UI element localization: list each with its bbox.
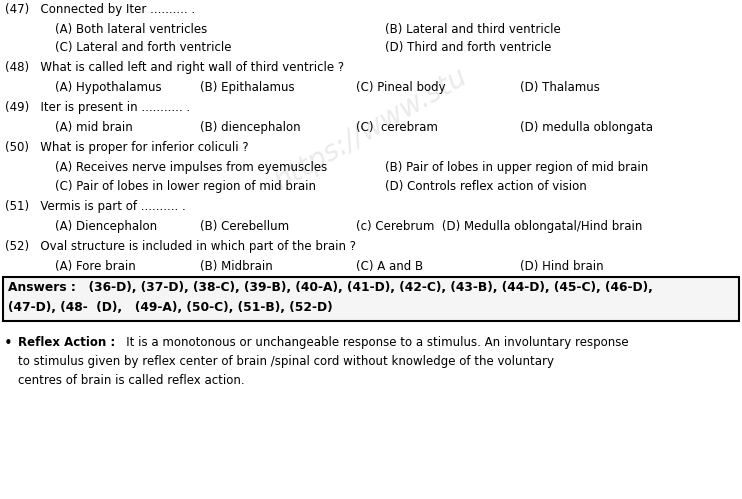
Text: (C) Lateral and forth ventricle: (C) Lateral and forth ventricle — [55, 41, 232, 54]
Text: (D) Hind brain: (D) Hind brain — [520, 260, 604, 273]
Text: (50)   What is proper for inferior coliculi ?: (50) What is proper for inferior colicul… — [5, 141, 249, 154]
Text: (48)   What is called left and right wall of third ventricle ?: (48) What is called left and right wall … — [5, 61, 344, 74]
Text: (C) Pair of lobes in lower region of mid brain: (C) Pair of lobes in lower region of mid… — [55, 180, 316, 193]
Text: It is a monotonous or unchangeable response to a stimulus. An involuntary respon: It is a monotonous or unchangeable respo… — [115, 336, 629, 349]
Text: centres of brain is called reflex action.: centres of brain is called reflex action… — [18, 374, 245, 387]
Text: to stimulus given by reflex center of brain /spinal cord without knowledge of th: to stimulus given by reflex center of br… — [18, 355, 554, 368]
Text: (B) Epithalamus: (B) Epithalamus — [200, 81, 295, 94]
Text: (A) Diencephalon: (A) Diencephalon — [55, 220, 157, 233]
Text: (A) Receives nerve impulses from eyemuscles: (A) Receives nerve impulses from eyemusc… — [55, 161, 327, 174]
Text: (C) Pineal body: (C) Pineal body — [356, 81, 446, 94]
Text: (47-D), (48-  (D),   (49-A), (50-C), (51-B), (52-D): (47-D), (48- (D), (49-A), (50-C), (51-B)… — [8, 301, 332, 314]
Text: (A) Both lateral ventricles: (A) Both lateral ventricles — [55, 23, 207, 36]
Text: (A) mid brain: (A) mid brain — [55, 121, 133, 134]
Text: https://www.stu: https://www.stu — [269, 62, 471, 196]
Text: (c) Cerebrum  (D) Medulla oblongatal/Hind brain: (c) Cerebrum (D) Medulla oblongatal/Hind… — [356, 220, 643, 233]
Text: (D) Thalamus: (D) Thalamus — [520, 81, 600, 94]
Text: Answers :   (36-D), (37-D), (38-C), (39-B), (40-A), (41-D), (42-C), (43-B), (44-: Answers : (36-D), (37-D), (38-C), (39-B)… — [8, 281, 653, 294]
Text: (C) A and B: (C) A and B — [356, 260, 423, 273]
Text: Reflex Action :: Reflex Action : — [18, 336, 115, 349]
Text: (B) Cerebellum: (B) Cerebellum — [200, 220, 289, 233]
Text: (D) Controls reflex action of vision: (D) Controls reflex action of vision — [385, 180, 587, 193]
Text: (D) medulla oblongata: (D) medulla oblongata — [520, 121, 653, 134]
Text: (B) Midbrain: (B) Midbrain — [200, 260, 273, 273]
Text: (B) diencephalon: (B) diencephalon — [200, 121, 301, 134]
Text: (A) Fore brain: (A) Fore brain — [55, 260, 136, 273]
Bar — [3, 277, 739, 321]
Text: (B) Lateral and third ventricle: (B) Lateral and third ventricle — [385, 23, 561, 36]
Text: (A) Hypothalamus: (A) Hypothalamus — [55, 81, 162, 94]
Text: (47)   Connected by Iter .......... .: (47) Connected by Iter .......... . — [5, 3, 195, 16]
Text: (51)   Vermis is part of .......... .: (51) Vermis is part of .......... . — [5, 200, 185, 213]
Text: •: • — [4, 336, 13, 351]
Text: (52)   Oval structure is included in which part of the brain ?: (52) Oval structure is included in which… — [5, 240, 356, 253]
Text: (C)  cerebram: (C) cerebram — [356, 121, 438, 134]
Text: (B) Pair of lobes in upper region of mid brain: (B) Pair of lobes in upper region of mid… — [385, 161, 649, 174]
Text: (D) Third and forth ventricle: (D) Third and forth ventricle — [385, 41, 551, 54]
Text: (49)   Iter is present in ........... .: (49) Iter is present in ........... . — [5, 101, 190, 114]
